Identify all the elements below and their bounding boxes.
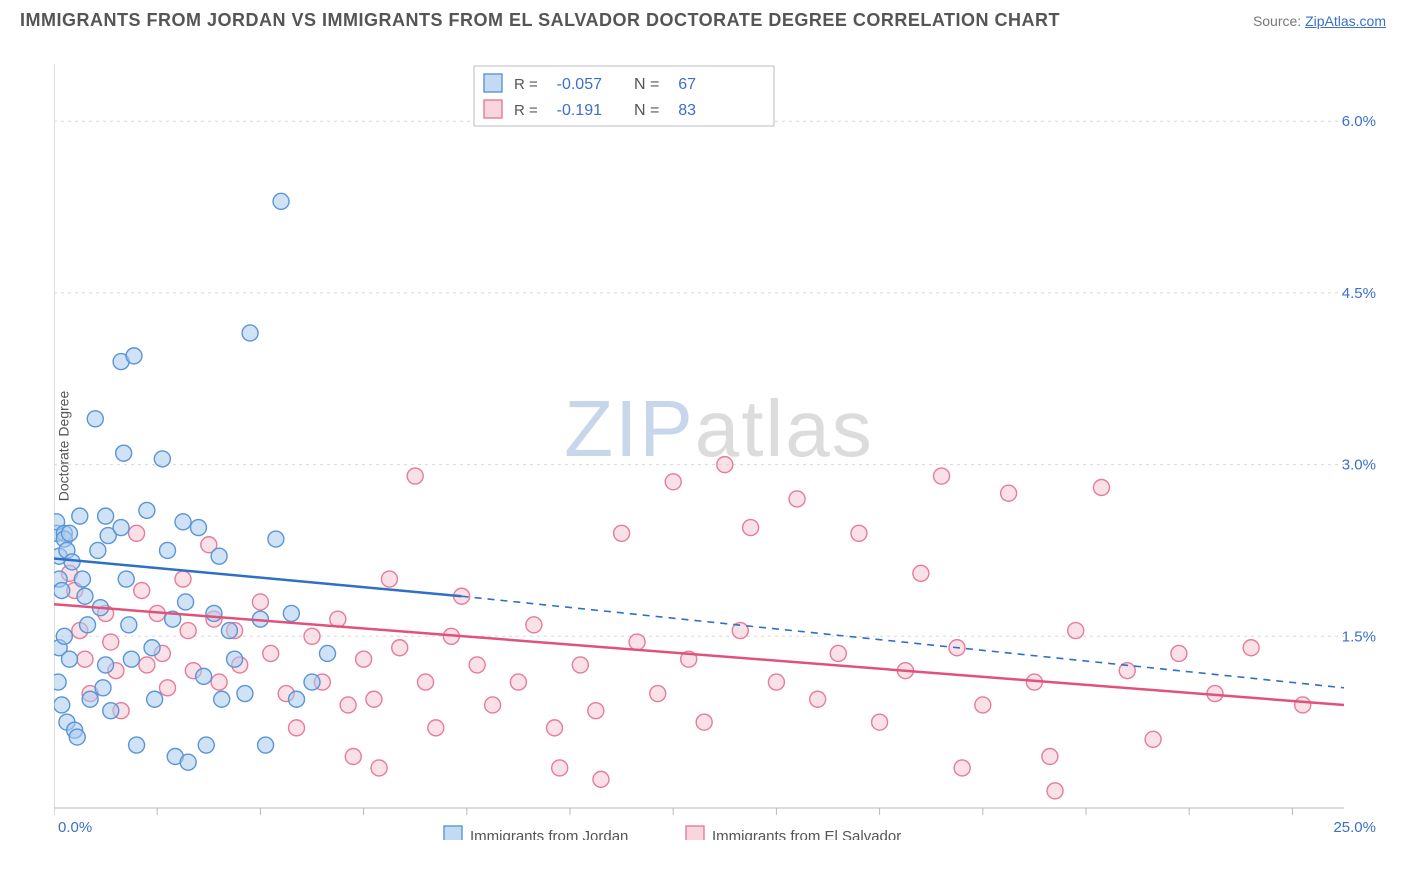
svg-text:67: 67 [678, 76, 696, 93]
svg-text:R =: R = [514, 102, 538, 119]
source-prefix: Source: [1253, 13, 1305, 29]
svg-text:0.0%: 0.0% [58, 819, 92, 836]
svg-text:25.0%: 25.0% [1333, 819, 1376, 836]
chart-area: ZIPatlas 1.5%3.0%4.5%6.0%0.0%25.0%R =-0.… [54, 50, 1384, 840]
header: IMMIGRANTS FROM JORDAN VS IMMIGRANTS FRO… [0, 0, 1406, 31]
svg-text:Immigrants from El Salvador: Immigrants from El Salvador [712, 828, 901, 840]
svg-text:-0.057: -0.057 [557, 76, 602, 93]
svg-text:4.5%: 4.5% [1342, 285, 1376, 302]
svg-text:Immigrants from Jordan: Immigrants from Jordan [470, 828, 628, 840]
svg-text:3.0%: 3.0% [1342, 457, 1376, 474]
svg-text:N =: N = [634, 76, 659, 93]
chart-title: IMMIGRANTS FROM JORDAN VS IMMIGRANTS FRO… [20, 10, 1060, 31]
scatter-chart: 1.5% 3.0% 4.5% 6.0% 0.0% 25.0% R = -0.057 N = 67 R… [54, 50, 1384, 840]
source-link[interactable]: ZipAtlas.com [1305, 13, 1386, 29]
svg-text:6.0%: 6.0% [1342, 113, 1376, 130]
svg-text:R =: R = [514, 76, 538, 93]
svg-text:1.5%: 1.5% [1342, 628, 1376, 645]
svg-text:-0.191: -0.191 [557, 102, 602, 119]
svg-text:N =: N = [634, 102, 659, 119]
svg-text:83: 83 [678, 102, 696, 119]
source: Source: ZipAtlas.com [1253, 13, 1386, 29]
